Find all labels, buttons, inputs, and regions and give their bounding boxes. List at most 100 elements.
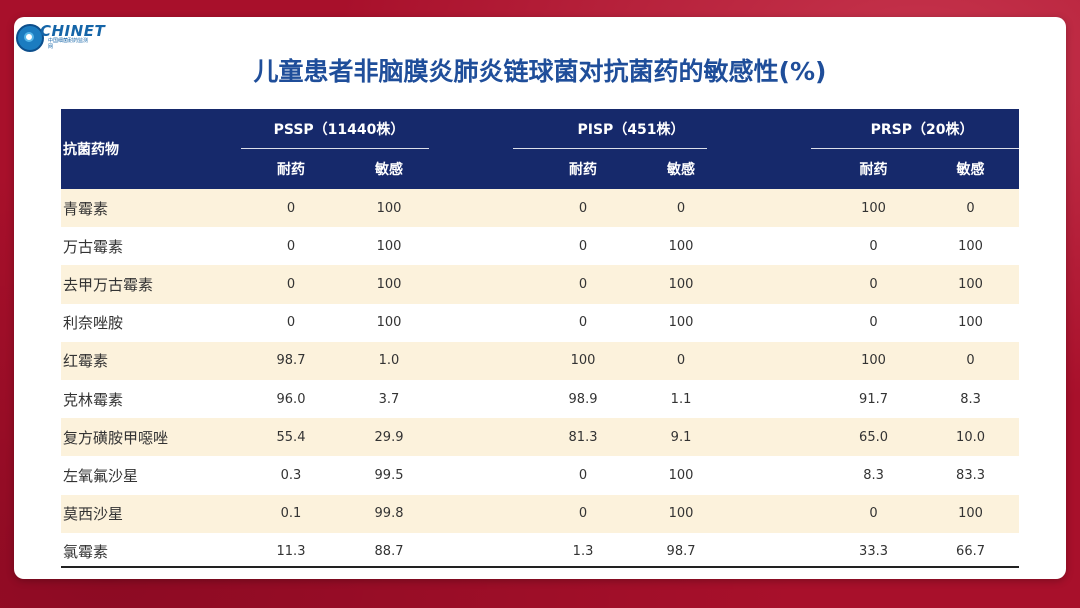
pisp-resistant: 0: [533, 456, 634, 495]
pisp-sensitive: 98.7: [633, 532, 730, 571]
spacer: [437, 341, 534, 380]
spacer: [437, 265, 534, 304]
drug-name: 莫西沙星: [61, 494, 241, 533]
table-row: 氯霉素 11.3 88.7 1.3 98.7 33.3 66.7: [61, 532, 1020, 571]
prsp-sensitive: 8.3: [922, 379, 1020, 419]
table-row: 莫西沙星 0.1 99.8 0 100 0 100: [61, 494, 1020, 533]
pssp-resistant: 0: [241, 227, 341, 266]
pisp-resistant: 100: [533, 341, 634, 380]
drug-name: 青霉素: [61, 189, 241, 228]
sub-header-sensitive: 敏感: [633, 149, 730, 189]
spacer: [729, 109, 826, 149]
pisp-resistant: 1.3: [533, 532, 634, 571]
group-header-pssp: PSSP（11440株）: [241, 109, 438, 149]
table-bottom-rule: [61, 566, 1019, 568]
sub-header-resistant: 耐药: [533, 149, 634, 189]
prsp-resistant: 8.3: [825, 456, 923, 495]
prsp-resistant: 0: [825, 265, 923, 304]
spacer: [437, 418, 534, 457]
spacer: [729, 265, 826, 304]
pssp-sensitive: 88.7: [341, 532, 438, 571]
table-row: 青霉素 0 100 0 0 100 0: [61, 189, 1020, 228]
table-row: 利奈唑胺 0 100 0 100 0 100: [61, 303, 1020, 342]
pisp-resistant: 81.3: [533, 418, 634, 457]
spacer: [437, 227, 534, 266]
spacer: [437, 532, 534, 571]
pssp-sensitive: 100: [341, 265, 438, 304]
group-underline: [241, 148, 429, 149]
pssp-sensitive: 100: [341, 227, 438, 266]
table-row: 复方磺胺甲噁唑 55.4 29.9 81.3 9.1 65.0 10.0: [61, 418, 1020, 457]
pisp-sensitive: 0: [633, 341, 730, 380]
sub-header-resistant: 耐药: [825, 149, 923, 189]
group-header-pisp: PISP（451株）: [513, 109, 730, 149]
spacer: [729, 189, 826, 228]
pssp-sensitive: 99.5: [341, 456, 438, 495]
group-label: PSSP（11440株）: [273, 122, 405, 138]
prsp-resistant: 91.7: [825, 379, 923, 419]
prsp-sensitive: 100: [922, 303, 1020, 342]
drug-name: 氯霉素: [61, 532, 241, 571]
pisp-sensitive: 0: [633, 189, 730, 228]
pssp-resistant: 0.3: [241, 456, 341, 495]
spacer: [437, 189, 534, 228]
pssp-resistant: 0: [241, 189, 341, 228]
logo-subtitle: 中国细菌耐药监测网: [48, 38, 89, 50]
prsp-sensitive: 66.7: [922, 532, 1020, 571]
prsp-resistant: 100: [825, 341, 923, 380]
logo-emblem-icon: [16, 24, 44, 52]
pssp-resistant: 98.7: [241, 341, 341, 380]
table-row: 克林霉素 96.0 3.7 98.9 1.1 91.7 8.3: [61, 379, 1020, 419]
prsp-resistant: 0: [825, 227, 923, 266]
pisp-sensitive: 100: [633, 227, 730, 266]
prsp-resistant: 65.0: [825, 418, 923, 457]
drug-name: 左氧氟沙星: [61, 456, 241, 495]
pssp-sensitive: 100: [341, 189, 438, 228]
group-header-prsp: PRSP（20株）: [811, 109, 1020, 149]
susceptibility-table: 抗菌药物 PSSP（11440株） PISP（451株） PRSP（20株） 耐…: [61, 109, 1020, 571]
pssp-sensitive: 1.0: [341, 341, 438, 380]
drug-name: 红霉素: [61, 341, 241, 380]
pisp-resistant: 0: [533, 303, 634, 342]
prsp-sensitive: 0: [922, 341, 1020, 380]
group-label: PRSP（20株）: [870, 122, 974, 138]
pssp-resistant: 0: [241, 265, 341, 304]
pssp-sensitive: 3.7: [341, 379, 438, 419]
pssp-resistant: 11.3: [241, 532, 341, 571]
logo-name: CHINET: [40, 22, 106, 40]
sub-header-resistant: 耐药: [241, 149, 341, 189]
prsp-sensitive: 100: [922, 265, 1020, 304]
sub-header-sensitive: 敏感: [341, 149, 438, 189]
spacer: [729, 227, 826, 266]
table-row: 万古霉素 0 100 0 100 0 100: [61, 227, 1020, 266]
prsp-sensitive: 10.0: [922, 418, 1020, 457]
spacer: [729, 532, 826, 571]
pssp-resistant: 55.4: [241, 418, 341, 457]
spacer: [729, 418, 826, 457]
spacer: [729, 494, 826, 533]
spacer: [729, 149, 826, 189]
drug-column-header: 抗菌药物: [61, 109, 241, 189]
pisp-sensitive: 100: [633, 303, 730, 342]
pssp-resistant: 96.0: [241, 379, 341, 419]
spacer: [437, 494, 534, 533]
spacer: [437, 149, 534, 189]
group-underline: [513, 148, 708, 149]
slide-title: 儿童患者非脑膜炎肺炎链球菌对抗菌药的敏感性(%): [253, 57, 827, 86]
pisp-sensitive: 1.1: [633, 379, 730, 419]
group-label: PISP（451株）: [577, 122, 685, 138]
pisp-sensitive: 100: [633, 494, 730, 533]
prsp-sensitive: 83.3: [922, 456, 1020, 495]
pisp-resistant: 0: [533, 227, 634, 266]
pssp-resistant: 0: [241, 303, 341, 342]
pssp-sensitive: 100: [341, 303, 438, 342]
pssp-resistant: 0.1: [241, 494, 341, 533]
pssp-sensitive: 29.9: [341, 418, 438, 457]
drug-name: 去甲万古霉素: [61, 265, 241, 304]
pisp-resistant: 0: [533, 265, 634, 304]
prsp-sensitive: 0: [922, 189, 1020, 228]
spacer: [437, 379, 534, 419]
pisp-sensitive: 9.1: [633, 418, 730, 457]
table-row: 左氧氟沙星 0.3 99.5 0 100 8.3 83.3: [61, 456, 1020, 495]
spacer: [437, 109, 534, 149]
